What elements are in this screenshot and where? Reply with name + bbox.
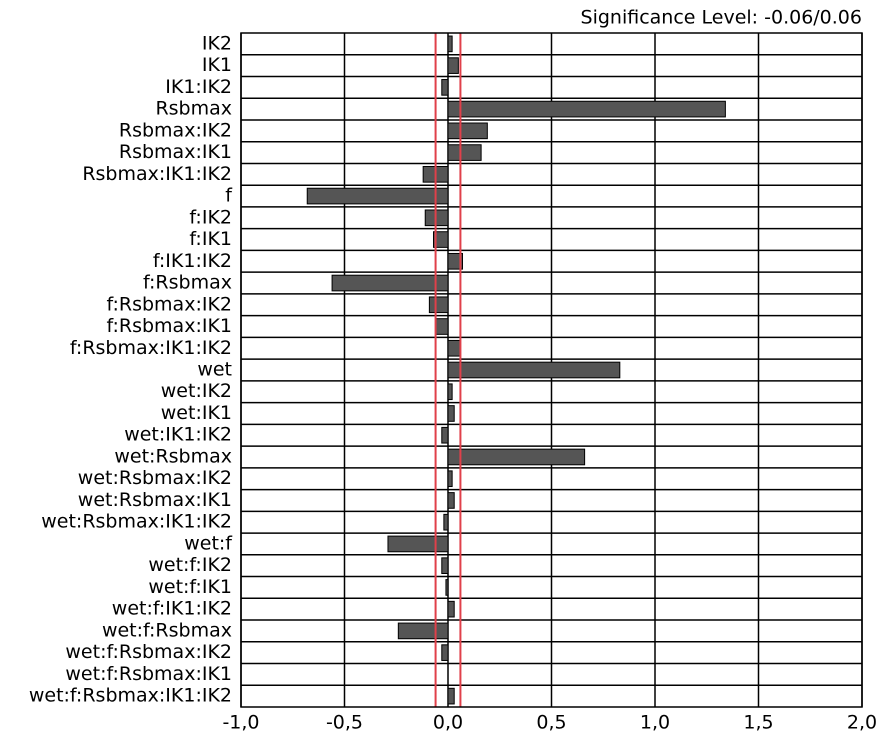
y-tick-label: wet:f: [184, 532, 233, 554]
bar: [447, 470, 453, 488]
bar: [447, 35, 453, 53]
y-tick-label: wet:f:Rsbmax: [102, 619, 232, 641]
y-tick-label: wet: [197, 359, 232, 381]
y-tick-label: f:IK2: [189, 206, 232, 228]
bar: [443, 513, 449, 531]
y-tick-label: f:Rsbmax:IK1: [106, 315, 232, 337]
y-tick-label: f:Rsbmax:IK2: [106, 293, 232, 315]
y-tick-label: wet:IK1: [161, 402, 232, 424]
bar: [433, 231, 449, 248]
bar: [447, 144, 482, 161]
x-tick-label: 2,0: [847, 712, 877, 734]
x-tick-label: 0,0: [433, 712, 463, 734]
y-tick-label: wet:IK2: [161, 380, 232, 402]
y-tick-label: Rsbmax:IK1: [119, 141, 232, 163]
y-tick-label: f:Rsbmax: [143, 272, 232, 294]
bar: [447, 252, 463, 270]
bar: [387, 535, 449, 553]
x-tick-label: 1,0: [640, 712, 670, 734]
bar: [447, 448, 586, 466]
bar: [441, 79, 449, 96]
y-tick-label: wet:f:Rsbmax:IK1:IK2: [29, 685, 232, 707]
bar: [447, 492, 455, 509]
bar: [331, 274, 449, 292]
x-tick-label: -1,0: [222, 712, 259, 734]
y-tick-label: IK2: [202, 32, 232, 54]
bar: [306, 187, 449, 205]
y-tick-label: Rsbmax:IK1:IK2: [82, 163, 232, 185]
y-tick-label: wet:f:Rsbmax:IK2: [65, 641, 232, 663]
y-tick-label: f:IK1:IK2: [153, 250, 232, 272]
bar: [447, 57, 459, 74]
bar: [447, 339, 461, 357]
y-tick-label: wet:f:IK1: [148, 576, 232, 598]
plot-frame: [240, 32, 863, 708]
bar: [435, 318, 449, 335]
bar: [447, 405, 455, 422]
y-tick-label: wet:IK1:IK2: [124, 424, 232, 446]
bar: [447, 687, 455, 705]
y-tick-label: Rsbmax:IK2: [119, 119, 232, 141]
bar: [447, 383, 453, 401]
chart-title: Significance Level: -0.06/0.06: [581, 7, 862, 29]
bar: [397, 622, 449, 640]
y-tick-label: wet:f:IK2: [148, 554, 232, 576]
y-tick-label: wet:Rsbmax: [114, 445, 232, 467]
bar: [424, 209, 449, 227]
bar: [447, 122, 488, 140]
bar: [441, 426, 449, 444]
y-tick-label: IK1:IK2: [165, 76, 232, 98]
bar: [445, 579, 449, 596]
y-tick-label: Rsbmax: [155, 98, 232, 120]
y-tick-label: wet:Rsbmax:IK1: [78, 489, 232, 511]
y-tick-label: wet:f:Rsbmax:IK1: [65, 663, 232, 685]
bar: [447, 600, 455, 618]
y-tick-label: wet:Rsbmax:IK1:IK2: [41, 511, 232, 533]
bar: [447, 361, 621, 379]
y-tick-label: wet:Rsbmax:IK2: [78, 467, 232, 489]
bar: [441, 557, 449, 575]
y-tick-label: f: [225, 185, 233, 207]
x-tick-label: 1,5: [743, 712, 773, 734]
bar: [441, 644, 449, 661]
x-tick-label: 0,5: [536, 712, 566, 734]
bar: [428, 296, 449, 314]
y-tick-label: f:Rsbmax:IK1:IK2: [70, 337, 232, 359]
bar: [447, 100, 726, 118]
y-tick-label: f:IK1: [189, 228, 232, 250]
y-tick-label: IK1: [202, 54, 232, 76]
x-tick-label: -0,5: [326, 712, 363, 734]
y-tick-label: wet:f:IK1:IK2: [112, 598, 232, 620]
